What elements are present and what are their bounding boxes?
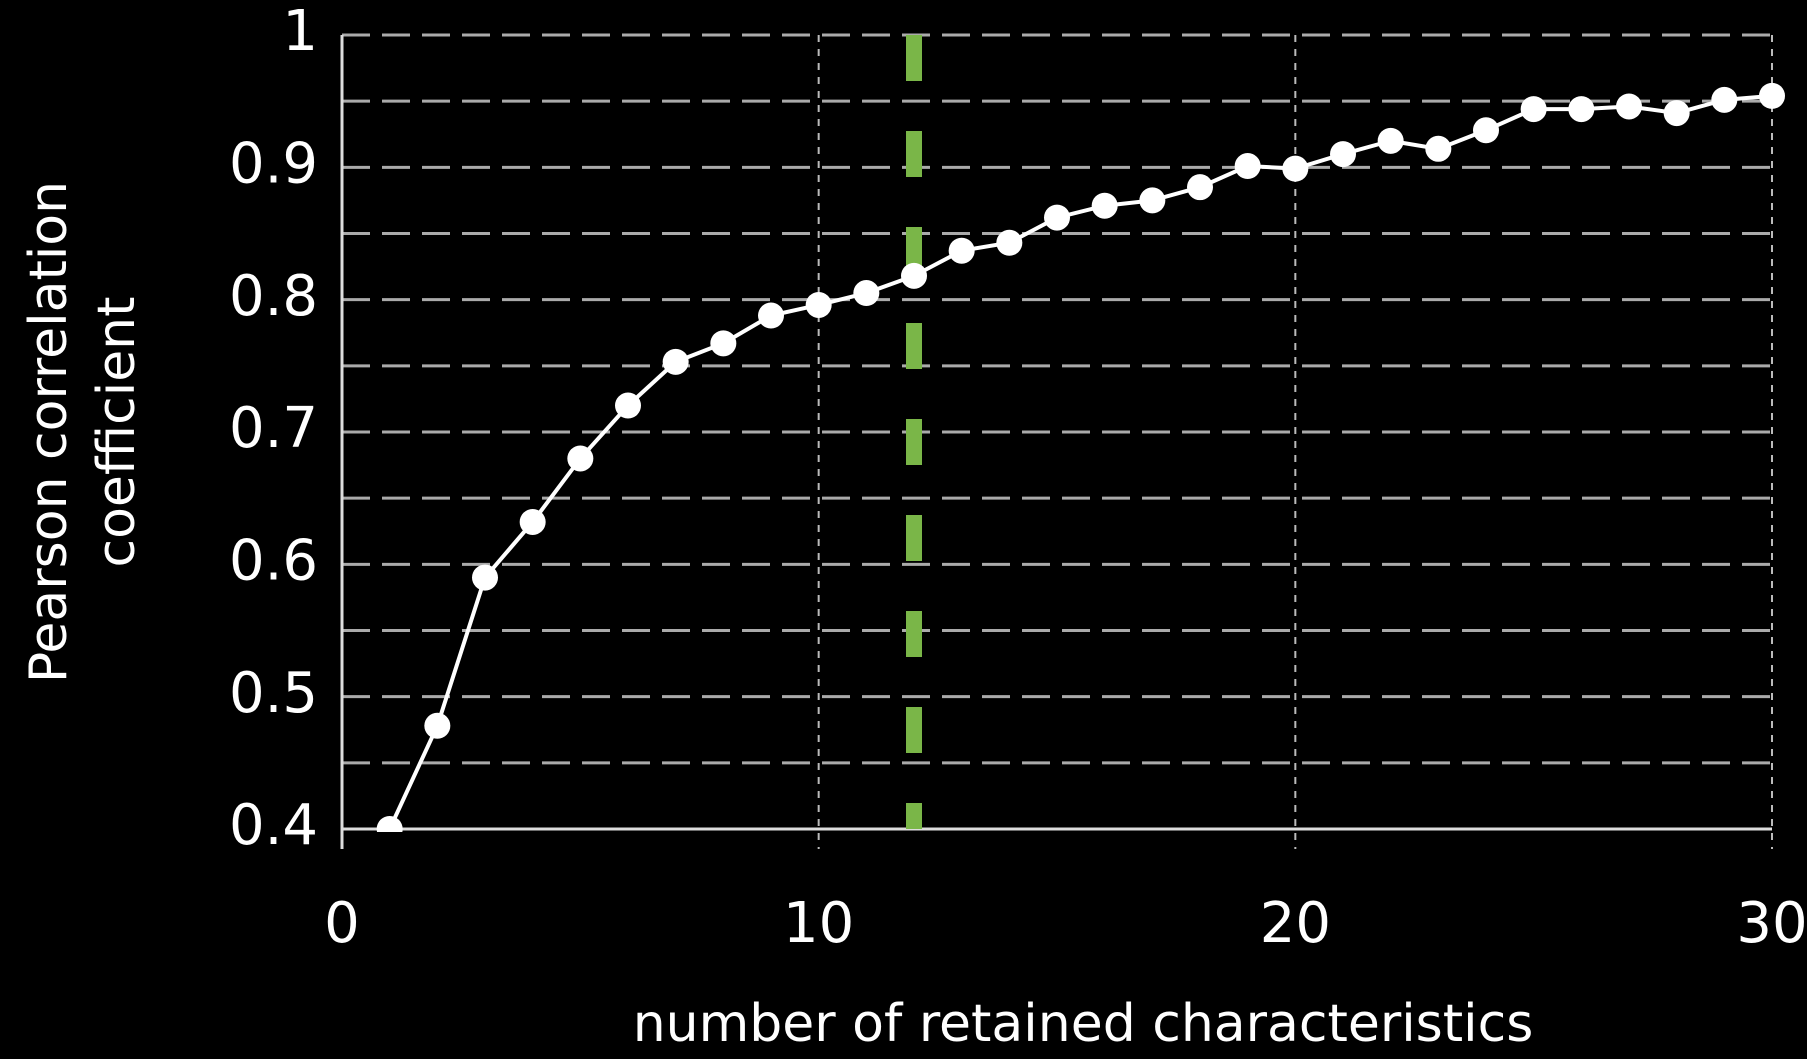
point: [710, 330, 736, 356]
point: [853, 280, 879, 306]
y-tick-label: 1: [282, 0, 318, 64]
point: [1473, 117, 1499, 143]
chart: number of retained characteristics Pears…: [0, 0, 1807, 1059]
point: [615, 393, 641, 419]
x-axis-label: number of retained characteristics: [633, 994, 1534, 1054]
point: [377, 816, 403, 842]
y-tick-label: 0.6: [229, 528, 318, 593]
y-tick-label: 0.7: [229, 396, 318, 461]
point: [1330, 141, 1356, 167]
y-axis-label: Pearson correlation coefficient: [19, 181, 147, 683]
point: [1139, 187, 1165, 213]
x-tick-label: 20: [1260, 891, 1331, 956]
point: [1711, 87, 1737, 113]
point: [663, 349, 689, 375]
y-axis-label-line: Pearson correlation: [19, 181, 79, 683]
x-tick-label: 30: [1736, 891, 1807, 956]
point: [520, 509, 546, 535]
point: [1664, 100, 1690, 126]
point: [1044, 205, 1070, 231]
y-tick-label: 0.9: [229, 131, 318, 196]
x-tick-label: 10: [783, 891, 854, 956]
x-tick-label: 0: [324, 891, 360, 956]
point: [949, 238, 975, 264]
point: [1092, 193, 1118, 219]
point: [424, 713, 450, 739]
point: [996, 230, 1022, 256]
point: [1759, 83, 1785, 109]
y-tick-label: 0.5: [229, 661, 318, 726]
point: [901, 263, 927, 289]
point: [1521, 96, 1547, 122]
series-line: [390, 96, 1772, 829]
point: [1425, 136, 1451, 162]
y-tick-label: 0.4: [229, 793, 318, 858]
y-tick-label: 0.8: [229, 264, 318, 329]
point: [1568, 96, 1594, 122]
point: [1378, 128, 1404, 154]
point: [1235, 153, 1261, 179]
point: [758, 303, 784, 329]
y-axis-label-line: coefficient: [87, 296, 147, 567]
point: [567, 445, 593, 471]
point: [1616, 93, 1642, 119]
point: [472, 565, 498, 591]
plot-area: [377, 83, 1785, 842]
point: [1187, 174, 1213, 200]
point: [1282, 156, 1308, 182]
point: [806, 292, 832, 318]
